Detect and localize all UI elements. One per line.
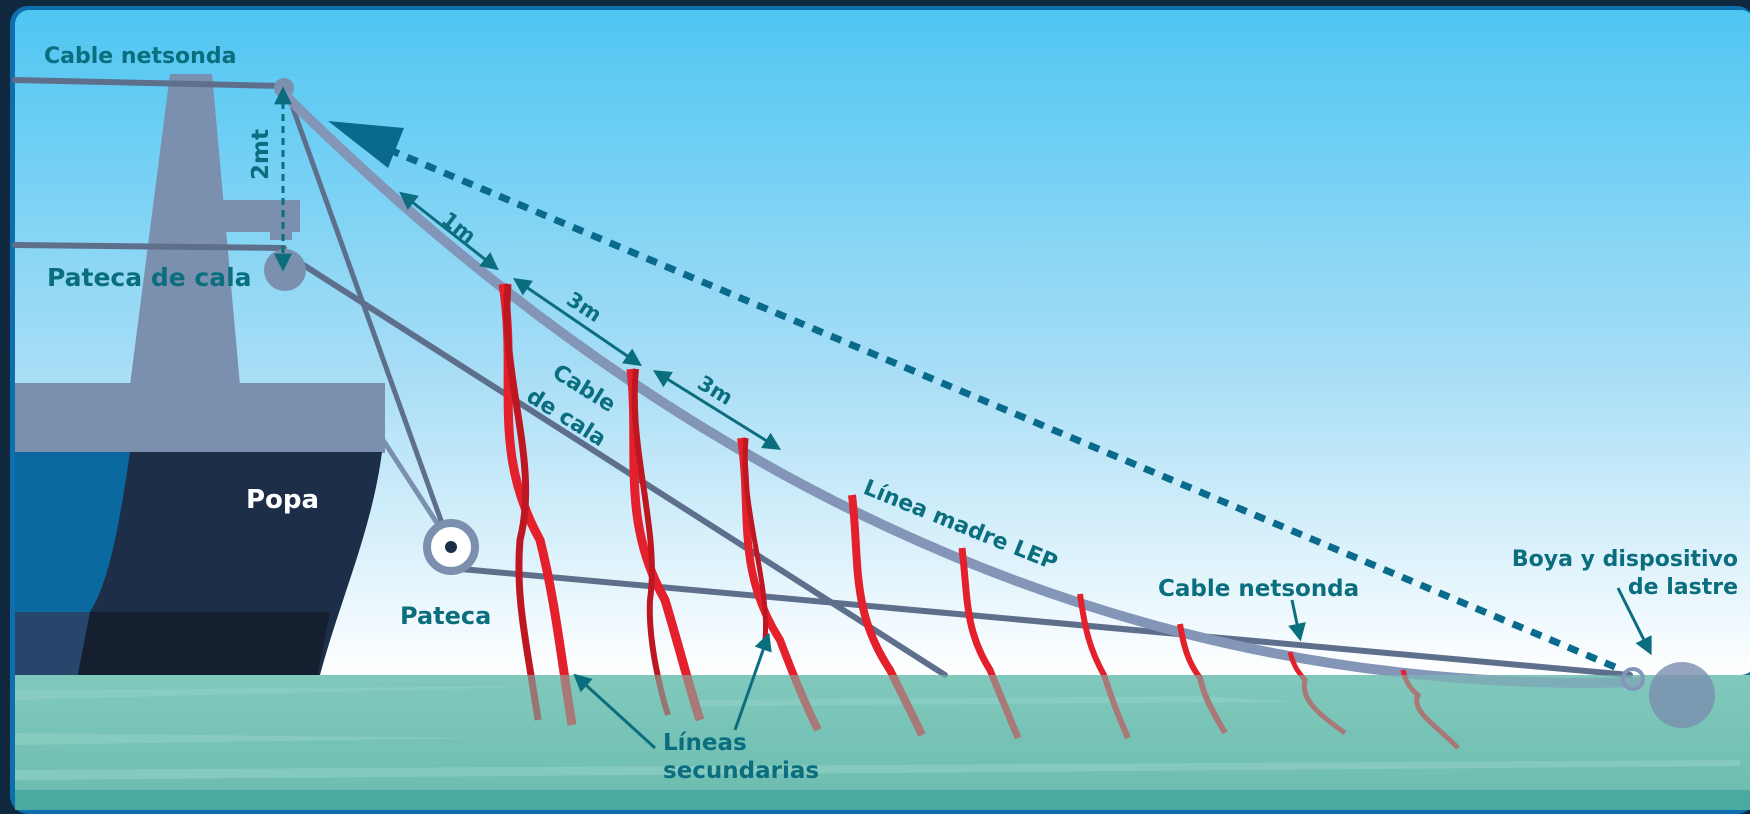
arrow-head-icon: [328, 121, 404, 168]
label-cable-netsonda-mid: Cable netsonda: [1158, 576, 1359, 602]
cables: [12, 77, 1633, 678]
label-pateca-de-cala: Pateca de cala: [47, 263, 252, 292]
buoy-icon: [1621, 662, 1715, 728]
label-lineas-line2: secundarias: [663, 758, 819, 784]
water-veil: [15, 675, 1750, 790]
dotted-direction-line: [388, 146, 1617, 671]
measure-3m-a: [513, 277, 642, 367]
pointer-cable-netsonda: [1288, 599, 1306, 642]
pointer-lineas-a: [573, 673, 657, 750]
hull-blue-band: [15, 452, 130, 612]
label-boya-line1: Boya y dispositivo: [1512, 547, 1738, 572]
label-pateca: Pateca: [400, 602, 491, 630]
ship-mast: [130, 74, 240, 385]
pointer-lineas-b: [733, 632, 772, 731]
label-2mt: 2mt: [248, 129, 274, 180]
ship-deck: [15, 383, 385, 453]
water-bottom-band: [15, 790, 1750, 810]
cable-netsonda-low: [447, 565, 1633, 678]
ship-stern: [15, 74, 385, 675]
label-cable-netsonda-top: Cable netsonda: [44, 44, 236, 69]
measure-3m-b: [652, 370, 782, 450]
cable-netsonda-top: [12, 77, 287, 89]
pateca-de-cala-float: [264, 249, 306, 291]
pateca-strut-a: [287, 97, 451, 543]
measure-1m: [399, 191, 499, 271]
pointer-boya: [1616, 587, 1652, 656]
cable-de-cala-top: [12, 242, 287, 251]
streamer-1: [498, 283, 577, 726]
pulley-icon: [423, 519, 479, 575]
hull-lower-dark: [78, 612, 330, 675]
label-popa: Popa: [246, 485, 319, 515]
mast-arm-down: [270, 200, 292, 240]
label-lineas-line1: Líneas: [663, 730, 747, 756]
hull-shadow: [15, 612, 90, 675]
label-boya-line2: de lastre: [1628, 575, 1738, 600]
